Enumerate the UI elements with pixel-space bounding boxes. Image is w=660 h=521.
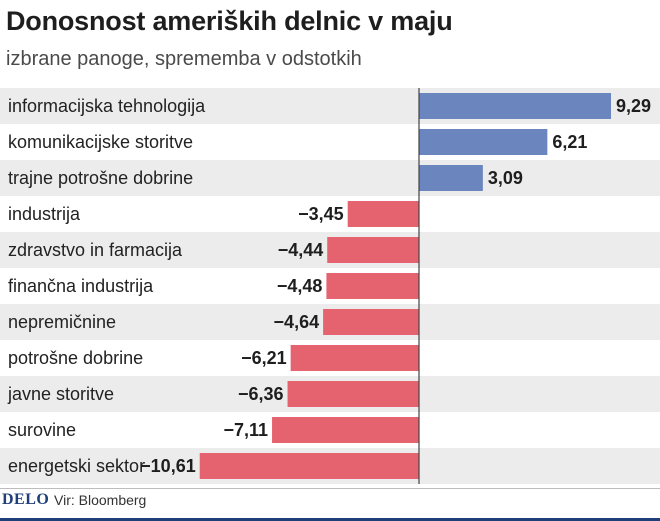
category-label: finančna industrija <box>8 276 154 296</box>
bar <box>290 345 419 371</box>
bottom-rule <box>0 518 660 521</box>
bar-chart: informacijska tehnologija 9,29 komunikacij… <box>0 88 660 484</box>
value-label: −10,61 <box>140 456 196 476</box>
category-label: surovine <box>8 420 76 440</box>
value-label: −7,11 <box>223 420 268 440</box>
value-label: −4,64 <box>274 312 320 332</box>
value-label: −4,44 <box>278 240 324 260</box>
chart-title: Donosnost ameriških delnic v maju <box>6 6 453 36</box>
category-label: potrošne dobrine <box>8 348 143 368</box>
bar <box>419 93 611 119</box>
category-label: javne storitve <box>7 384 114 404</box>
bar <box>326 273 419 299</box>
category-label: industrija <box>8 204 81 224</box>
category-label: nepremičnine <box>8 312 116 332</box>
bar <box>419 165 483 191</box>
bar <box>347 201 419 227</box>
footer-divider <box>0 488 660 489</box>
category-label: informacijska tehnologija <box>8 96 206 116</box>
bar <box>323 309 419 335</box>
chart-subtitle: izbrane panoge, sprememba v odstotkih <box>6 48 362 70</box>
category-label: zdravstvo in farmacija <box>8 240 183 260</box>
value-label: −6,36 <box>238 384 284 404</box>
value-label: 9,29 <box>616 96 651 116</box>
value-label: −4,48 <box>277 276 323 296</box>
category-label: trajne potrošne dobrine <box>8 168 193 188</box>
category-label: komunikacijske storitve <box>8 132 193 152</box>
category-label: energetski sektor <box>8 456 145 476</box>
source-note: Vir: Bloomberg <box>54 492 147 508</box>
bar <box>199 453 419 479</box>
row-stripe <box>0 160 660 196</box>
value-label: 6,21 <box>552 132 587 152</box>
value-label: −6,21 <box>241 348 287 368</box>
bar <box>287 381 419 407</box>
bar <box>327 237 419 263</box>
value-label: −3,45 <box>298 204 344 224</box>
bar <box>419 129 548 155</box>
value-label: 3,09 <box>488 168 523 188</box>
footer: DELO Vir: Bloomberg <box>0 488 660 521</box>
delo-logo: DELO <box>2 491 50 508</box>
bar <box>272 417 419 443</box>
